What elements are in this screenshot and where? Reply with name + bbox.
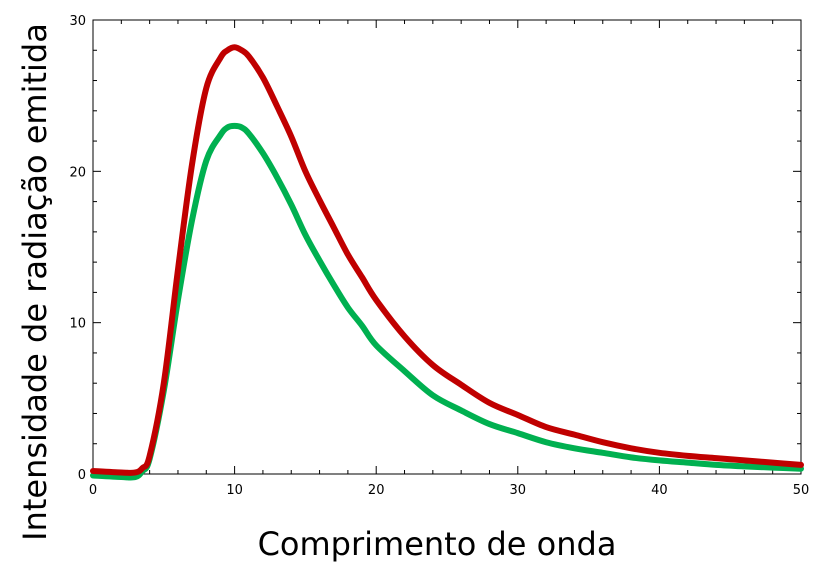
y-tick-label: 0: [78, 468, 86, 483]
x-axis-title: Comprimento de onda: [258, 525, 617, 563]
x-tick-label: 0: [89, 483, 97, 498]
y-axis-title: Intensidade de radiação emitida: [16, 23, 54, 541]
y-tick-label: 30: [69, 14, 86, 29]
y-tick-label: 20: [69, 165, 86, 180]
x-tick-label: 40: [651, 483, 668, 498]
x-tick-label: 10: [226, 483, 243, 498]
tick-labels-layer: 0 10 20 30 40 50 0 10 20 30: [69, 14, 809, 498]
series-line-green: [90, 122, 804, 481]
x-tick-label: 50: [793, 483, 810, 498]
x-tick-label: 30: [510, 483, 527, 498]
series-layer: [90, 44, 804, 481]
series-line-red: [90, 44, 804, 476]
x-tick-label: 20: [368, 483, 385, 498]
plot-frame: [92, 19, 802, 475]
ticks-layer: [92, 19, 802, 475]
y-tick-label: 10: [69, 317, 86, 332]
